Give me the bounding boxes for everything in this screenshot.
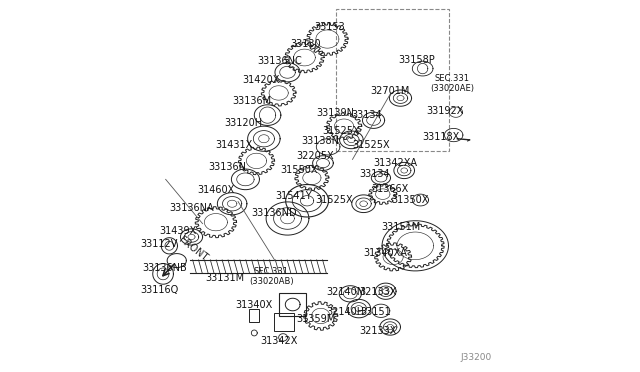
Text: 32133X: 32133X bbox=[360, 287, 397, 297]
Bar bbox=[274, 313, 294, 331]
Text: 33116Q: 33116Q bbox=[140, 285, 179, 295]
Text: 33134: 33134 bbox=[351, 110, 381, 120]
Text: 31525X: 31525X bbox=[316, 195, 353, 205]
Text: 32701M: 32701M bbox=[371, 86, 410, 96]
Text: FRONT: FRONT bbox=[177, 235, 209, 263]
Text: 33151M: 33151M bbox=[381, 222, 420, 232]
Text: 32133X: 32133X bbox=[360, 326, 397, 336]
Text: 33131M: 33131M bbox=[205, 273, 244, 283]
Text: 33139N: 33139N bbox=[317, 108, 355, 118]
Text: 33136NB: 33136NB bbox=[143, 263, 188, 273]
Text: 31342X: 31342X bbox=[260, 336, 298, 346]
Text: 32140H: 32140H bbox=[326, 307, 364, 317]
Text: 33136M: 33136M bbox=[232, 96, 271, 106]
Text: 31439X: 31439X bbox=[159, 226, 196, 236]
Text: 31350X: 31350X bbox=[392, 195, 429, 205]
Text: 33136N: 33136N bbox=[208, 162, 246, 172]
Text: 31340XA: 31340XA bbox=[364, 248, 408, 258]
Text: 33151: 33151 bbox=[360, 307, 391, 317]
Bar bbox=[249, 310, 259, 322]
Text: 31525X: 31525X bbox=[352, 140, 390, 150]
Text: 32140M: 32140M bbox=[326, 287, 365, 297]
Bar bbox=[335, 9, 449, 151]
Text: J33200: J33200 bbox=[460, 353, 492, 362]
Text: 33130: 33130 bbox=[290, 39, 321, 49]
Text: SEC.331
(33020AE): SEC.331 (33020AE) bbox=[430, 74, 474, 93]
Text: 33112V: 33112V bbox=[141, 239, 178, 249]
Text: 33158P: 33158P bbox=[398, 55, 435, 65]
Text: 33136NC: 33136NC bbox=[257, 56, 302, 66]
Text: 33120H: 33120H bbox=[224, 118, 262, 128]
Text: 33134: 33134 bbox=[359, 169, 390, 179]
Text: 31550X: 31550X bbox=[280, 166, 317, 176]
Text: 31541Y: 31541Y bbox=[275, 191, 312, 201]
Text: 31420X: 31420X bbox=[242, 75, 280, 85]
Text: 32205X: 32205X bbox=[297, 151, 334, 161]
Text: 31431X: 31431X bbox=[216, 140, 253, 150]
Text: 33136NA: 33136NA bbox=[169, 203, 214, 213]
Text: SEC.331
(33020AB): SEC.331 (33020AB) bbox=[249, 267, 294, 286]
Text: 33153: 33153 bbox=[314, 22, 344, 32]
Bar bbox=[280, 293, 306, 316]
Text: 31460X: 31460X bbox=[197, 185, 234, 195]
Text: 33136ND: 33136ND bbox=[251, 208, 297, 218]
Text: 33118X: 33118X bbox=[422, 132, 460, 142]
Text: 33192X: 33192X bbox=[426, 106, 463, 116]
Text: 31359M: 31359M bbox=[296, 314, 335, 324]
Text: 31366X: 31366X bbox=[372, 184, 409, 194]
Text: 31342XA: 31342XA bbox=[374, 158, 418, 168]
Text: 31340X: 31340X bbox=[236, 300, 273, 310]
Text: 33138N: 33138N bbox=[301, 136, 340, 146]
Text: 31525X: 31525X bbox=[323, 126, 360, 137]
